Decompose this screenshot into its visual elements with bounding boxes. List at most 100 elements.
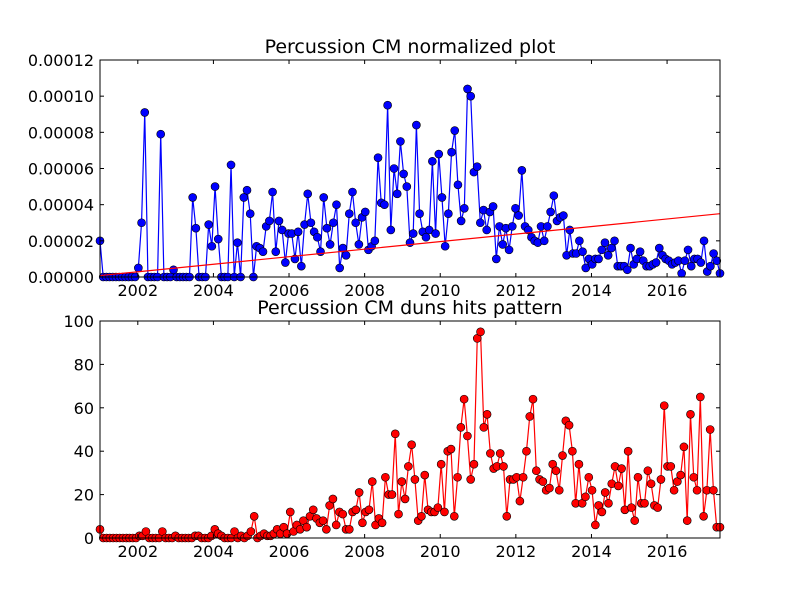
bottom-data-point bbox=[318, 516, 328, 525]
bottom-data-point bbox=[525, 412, 535, 421]
top-data-point bbox=[277, 225, 287, 235]
bottom-data-point bbox=[584, 472, 594, 482]
top-data-point bbox=[242, 185, 252, 195]
top-data-point bbox=[191, 223, 201, 233]
top-data-point bbox=[328, 218, 338, 228]
top-data-point bbox=[546, 207, 555, 217]
bottom-data-point bbox=[446, 444, 456, 454]
bottom-data-point bbox=[338, 509, 348, 519]
top-data-point bbox=[603, 251, 613, 260]
top-data-point bbox=[437, 193, 447, 202]
bottom-data-point bbox=[679, 442, 689, 452]
bottom-data-point bbox=[669, 485, 679, 495]
bottom-data-point bbox=[568, 446, 577, 456]
bottom-data-point bbox=[689, 472, 699, 482]
top-data-point bbox=[392, 189, 402, 199]
bottom-data-point bbox=[653, 503, 662, 512]
top-y-tick-label: 0.00002 bbox=[28, 232, 94, 251]
top-data-point bbox=[623, 265, 632, 275]
top-y-tick-label: 0.00012 bbox=[28, 51, 94, 70]
top-data-point bbox=[290, 254, 300, 264]
bottom-data-point bbox=[692, 485, 702, 495]
bottom-x-tick-label: 2012 bbox=[495, 542, 536, 561]
top-data-point bbox=[226, 160, 236, 170]
bottom-data-point bbox=[600, 488, 610, 497]
top-data-point bbox=[472, 162, 482, 171]
bottom-data-point bbox=[407, 440, 416, 449]
top-data-point bbox=[543, 222, 552, 231]
bottom-data-point bbox=[643, 466, 653, 476]
bottom-data-point bbox=[666, 462, 676, 471]
bottom-data-point bbox=[476, 327, 485, 337]
top-data-point bbox=[559, 211, 568, 220]
top-data-point bbox=[348, 187, 357, 197]
top-x-tick-label: 2004 bbox=[193, 281, 234, 300]
top-data-point bbox=[351, 218, 360, 228]
top-data-point bbox=[514, 211, 523, 220]
bottom-data-point bbox=[551, 466, 561, 476]
bottom-data-point bbox=[705, 425, 715, 434]
top-data-point bbox=[319, 193, 329, 202]
bottom-data-point bbox=[453, 472, 462, 482]
bottom-data-point bbox=[499, 462, 508, 471]
bottom-data-point bbox=[604, 498, 613, 508]
top-data-point bbox=[466, 91, 476, 101]
top-data-point bbox=[316, 247, 325, 256]
top-data-point bbox=[399, 169, 408, 179]
top-data-point bbox=[491, 254, 501, 264]
bottom-data-point bbox=[377, 518, 387, 528]
bottom-data-point bbox=[558, 451, 567, 460]
top-data-point bbox=[651, 258, 661, 267]
top-data-point bbox=[360, 207, 370, 217]
top-x-tick-label: 2010 bbox=[420, 281, 461, 300]
top-data-point bbox=[456, 216, 466, 226]
top-data-point bbox=[683, 245, 693, 255]
top-data-point bbox=[581, 263, 591, 273]
top-data-point bbox=[380, 200, 389, 209]
bottom-x-tick-label: 2010 bbox=[420, 542, 461, 561]
bottom-data-point bbox=[591, 520, 600, 530]
bottom-data-point bbox=[345, 525, 354, 534]
top-data-point bbox=[507, 222, 517, 231]
top-data-point bbox=[539, 236, 549, 246]
top-x-tick-label: 2016 bbox=[647, 281, 688, 300]
top-data-point bbox=[412, 120, 421, 130]
bottom-data-point bbox=[394, 509, 403, 519]
top-data-point bbox=[402, 182, 412, 191]
bottom-data-point bbox=[449, 511, 459, 521]
bottom-data-point bbox=[617, 464, 626, 473]
top-data-point bbox=[476, 218, 485, 228]
top-y-tick-label: 0.00000 bbox=[28, 268, 94, 287]
bottom-data-point bbox=[630, 516, 640, 525]
bottom-data-point bbox=[554, 485, 564, 495]
bottom-data-point bbox=[404, 462, 413, 471]
bottom-data-point bbox=[502, 511, 512, 521]
bottom-data-point bbox=[495, 449, 505, 458]
top-data-point bbox=[373, 153, 383, 162]
top-data-point bbox=[332, 200, 341, 209]
top-data-point bbox=[335, 263, 344, 273]
bottom-x-tick-label: 2016 bbox=[647, 542, 688, 561]
bottom-x-tick-label: 2006 bbox=[269, 542, 310, 561]
bottom-data-point bbox=[538, 477, 548, 486]
bottom-data-point bbox=[249, 511, 259, 521]
bottom-data-point bbox=[696, 392, 705, 402]
top-data-point bbox=[293, 227, 303, 237]
bottom-data-point bbox=[322, 525, 331, 534]
top-data-point bbox=[268, 187, 277, 197]
bottom-data-point bbox=[440, 507, 449, 517]
top-data-point bbox=[213, 234, 223, 244]
bottom-data-point bbox=[387, 490, 397, 499]
bottom-y-tick-label: 80 bbox=[74, 355, 94, 374]
top-data-point bbox=[134, 263, 143, 273]
bottom-y-axis: 0 20 40 60 80 100 bbox=[63, 312, 720, 548]
bottom-data-point bbox=[302, 522, 311, 532]
bottom-data-point bbox=[531, 466, 541, 476]
top-y-tick-label: 0.00004 bbox=[28, 196, 94, 215]
top-data-point bbox=[450, 126, 460, 135]
top-data-point bbox=[428, 156, 437, 166]
bottom-data-point bbox=[459, 394, 469, 404]
top-data-point bbox=[421, 232, 431, 242]
bottom-chart-title: Percussion CM duns hits pattern bbox=[257, 297, 562, 319]
bottom-data-point bbox=[597, 507, 607, 517]
